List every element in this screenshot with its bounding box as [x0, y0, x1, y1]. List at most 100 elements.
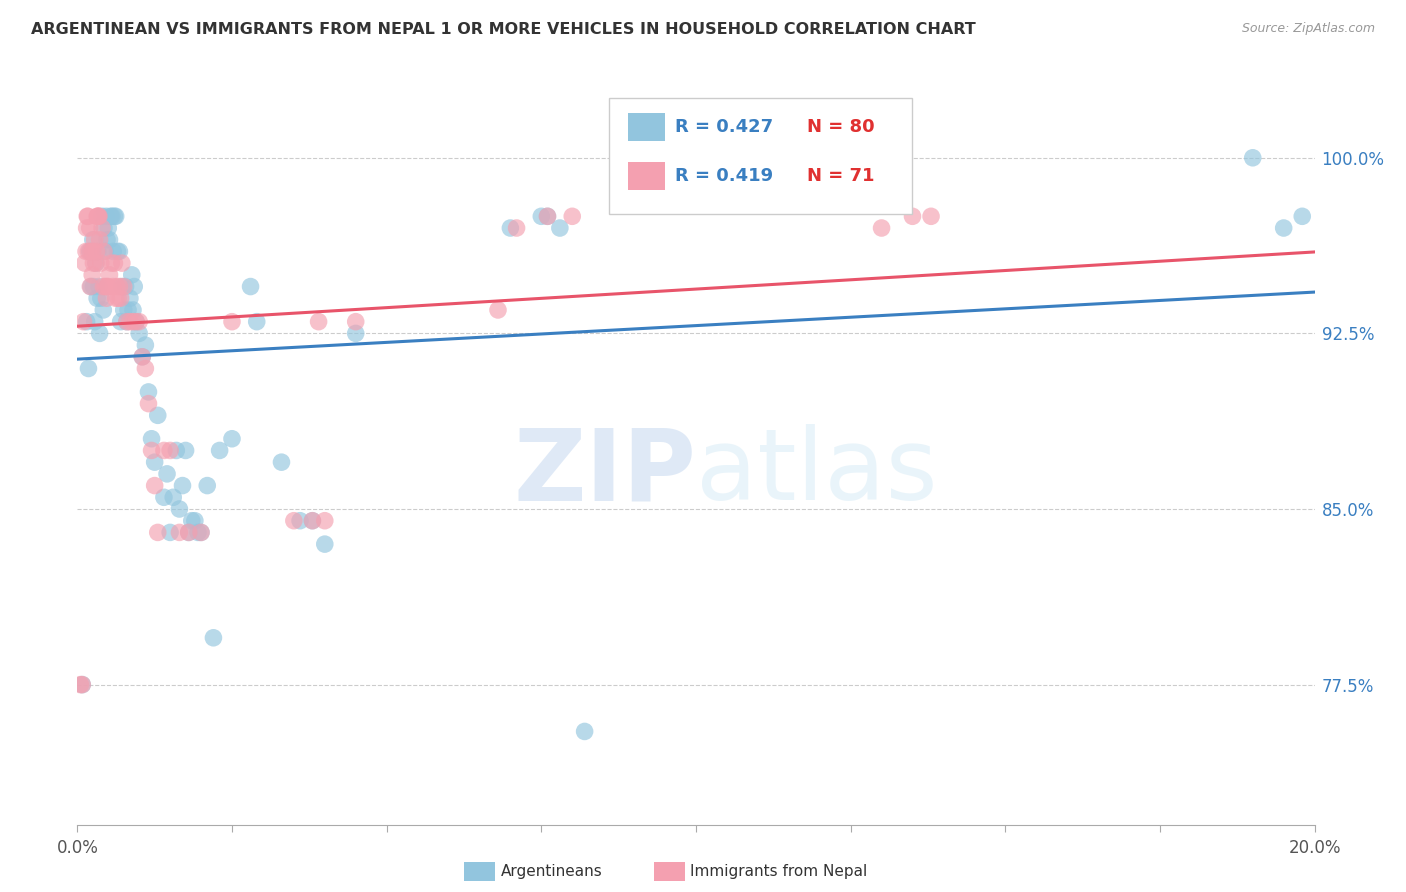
- Text: R = 0.419: R = 0.419: [675, 167, 773, 186]
- Point: [901, 209, 924, 223]
- Point: [84, 256, 107, 270]
- Point: [180, 514, 202, 528]
- Point: [115, 315, 138, 329]
- Point: [122, 279, 145, 293]
- Point: [141, 432, 163, 446]
- Point: [548, 221, 571, 235]
- Point: [114, 279, 136, 293]
- Point: [190, 525, 212, 540]
- Point: [111, 256, 134, 270]
- Point: [100, 209, 122, 223]
- Point: [112, 279, 135, 293]
- Point: [86, 291, 108, 305]
- Point: [505, 221, 527, 235]
- Point: [314, 514, 336, 528]
- Point: [110, 315, 132, 329]
- Point: [486, 302, 509, 317]
- Point: [90, 256, 112, 270]
- Point: [128, 326, 150, 341]
- Point: [86, 209, 108, 223]
- Point: [128, 315, 150, 329]
- Point: [98, 233, 121, 247]
- Point: [100, 256, 122, 270]
- Point: [87, 209, 110, 223]
- Point: [103, 244, 125, 259]
- Text: ARGENTINEAN VS IMMIGRANTS FROM NEPAL 1 OR MORE VEHICLES IN HOUSEHOLD CORRELATION: ARGENTINEAN VS IMMIGRANTS FROM NEPAL 1 O…: [31, 22, 976, 37]
- Point: [79, 221, 101, 235]
- Point: [190, 525, 212, 540]
- Point: [87, 244, 110, 259]
- Point: [91, 221, 114, 235]
- Point: [122, 315, 145, 329]
- Point: [301, 514, 323, 528]
- Point: [103, 209, 125, 223]
- Point: [131, 350, 153, 364]
- Point: [96, 233, 118, 247]
- Point: [87, 209, 110, 223]
- Point: [134, 338, 156, 352]
- Point: [221, 432, 243, 446]
- Point: [125, 315, 148, 329]
- Point: [94, 244, 117, 259]
- Point: [202, 631, 225, 645]
- Point: [239, 279, 262, 293]
- Point: [530, 209, 553, 223]
- Point: [79, 279, 101, 293]
- Point: [94, 279, 117, 293]
- Point: [107, 244, 129, 259]
- Text: N = 80: N = 80: [807, 118, 875, 136]
- Point: [131, 350, 153, 364]
- Point: [97, 221, 120, 235]
- Point: [122, 302, 145, 317]
- Point: [143, 478, 166, 492]
- Point: [82, 279, 104, 293]
- Point: [96, 279, 118, 293]
- Point: [174, 443, 197, 458]
- Point: [134, 361, 156, 376]
- Point: [96, 209, 118, 223]
- Point: [1291, 209, 1313, 223]
- Point: [101, 209, 124, 223]
- Point: [84, 256, 107, 270]
- Point: [536, 209, 558, 223]
- Point: [79, 244, 101, 259]
- Point: [138, 384, 160, 399]
- Point: [184, 514, 207, 528]
- Point: [103, 279, 125, 293]
- Point: [165, 443, 187, 458]
- Point: [87, 209, 110, 223]
- Point: [82, 256, 104, 270]
- Point: [308, 315, 330, 329]
- Point: [82, 268, 104, 282]
- Point: [86, 244, 108, 259]
- Point: [89, 233, 111, 247]
- Point: [117, 302, 139, 317]
- Point: [344, 315, 367, 329]
- Point: [77, 361, 100, 376]
- Point: [91, 279, 114, 293]
- Point: [870, 221, 893, 235]
- Text: atlas: atlas: [696, 425, 938, 522]
- Point: [195, 478, 218, 492]
- Point: [156, 467, 179, 481]
- Point: [270, 455, 292, 469]
- Point: [169, 525, 191, 540]
- Point: [301, 514, 323, 528]
- Point: [83, 233, 105, 247]
- Point: [91, 209, 114, 223]
- Point: [162, 490, 184, 504]
- Point: [118, 315, 141, 329]
- Point: [125, 315, 148, 329]
- Text: Argentineans: Argentineans: [501, 864, 602, 879]
- Text: Source: ZipAtlas.com: Source: ZipAtlas.com: [1241, 22, 1375, 36]
- Point: [288, 514, 311, 528]
- Point: [920, 209, 942, 223]
- Point: [104, 291, 127, 305]
- Point: [75, 244, 97, 259]
- Point: [97, 279, 120, 293]
- Point: [187, 525, 209, 540]
- Point: [104, 209, 127, 223]
- Text: R = 0.427: R = 0.427: [675, 118, 773, 136]
- Point: [112, 302, 135, 317]
- Point: [499, 221, 522, 235]
